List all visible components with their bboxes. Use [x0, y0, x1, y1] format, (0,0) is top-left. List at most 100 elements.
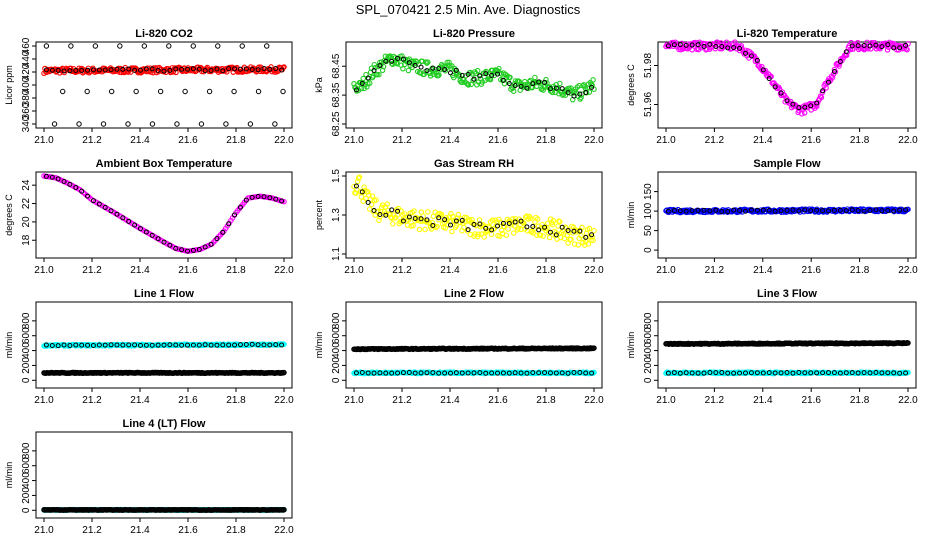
data-point: [891, 370, 897, 376]
data-point: [376, 217, 382, 224]
data-point: [820, 88, 826, 94]
data-point: [683, 208, 689, 214]
data-point: [114, 66, 120, 72]
data-point: [518, 83, 524, 89]
data-point: [585, 241, 592, 247]
data-point: [137, 67, 143, 73]
y-tick-label: 22: [21, 198, 32, 210]
data-point: [671, 370, 677, 376]
data-point: [677, 42, 683, 48]
data-point: [583, 234, 589, 240]
y-tick-label: 400: [331, 342, 342, 359]
data-point: [695, 42, 701, 48]
y-tick-label: 18: [21, 234, 32, 246]
x-tick-label: 21.0: [656, 265, 676, 276]
data-point: [438, 211, 445, 218]
data-point: [67, 181, 73, 187]
data-point: [510, 216, 516, 222]
data-point: [353, 370, 359, 376]
data-point: [568, 236, 574, 243]
data-point: [161, 342, 167, 348]
data-point: [571, 93, 577, 99]
data-point: [483, 225, 489, 231]
y-tick-label: 1.3: [331, 208, 342, 222]
data-point: [814, 100, 820, 106]
data-point: [831, 207, 837, 213]
x-tick-label: 22.0: [584, 265, 604, 276]
x-tick-label: 21.2: [82, 525, 102, 536]
data-point: [829, 74, 836, 81]
data-point: [542, 370, 548, 376]
data-point: [55, 67, 61, 73]
data-point: [477, 370, 483, 376]
data-point: [555, 223, 561, 229]
data-point: [369, 193, 376, 199]
data-point: [542, 79, 548, 85]
data-point: [461, 224, 467, 231]
data-point: [179, 342, 185, 348]
data-point: [725, 209, 731, 215]
data-point: [422, 226, 428, 233]
data-point: [214, 342, 220, 348]
data-point: [536, 79, 542, 85]
x-tick-label: 21.2: [392, 265, 412, 276]
y-tick-label: 400: [643, 342, 654, 359]
line-4-lt-flow-series-1: [41, 506, 287, 513]
data-point: [471, 222, 477, 228]
x-tick-label: 21.6: [178, 135, 198, 146]
data-point: [471, 76, 477, 82]
y-tick-label: 51.96: [643, 92, 654, 117]
data-point: [577, 369, 583, 375]
x-tick-label: 21.2: [82, 395, 102, 406]
data-point: [281, 198, 287, 205]
data-point: [784, 370, 790, 376]
x-tick-label: 21.0: [656, 135, 676, 146]
data-point: [442, 225, 449, 231]
ambient-box-temperature-chart: Ambient Box Temperature 21.0 21.2 21.4 21.6 2…: [4, 158, 294, 276]
y-tick-label: 800: [21, 312, 32, 329]
data-point: [149, 232, 155, 238]
data-point: [500, 370, 506, 376]
data-point: [395, 370, 401, 376]
data-point: [477, 73, 483, 79]
data-point: [477, 221, 483, 227]
y-tick-label: 24: [21, 179, 32, 191]
data-point: [49, 67, 55, 73]
data-point: [784, 207, 790, 213]
data-point: [393, 60, 400, 66]
data-point: [447, 370, 453, 376]
data-point: [677, 370, 683, 376]
data-point: [561, 235, 568, 242]
x-tick-label: 21.8: [850, 265, 870, 276]
data-point: [544, 225, 550, 231]
data-point: [536, 227, 542, 233]
data-point: [353, 183, 359, 189]
data-point: [155, 342, 161, 348]
data-point: [73, 342, 79, 348]
data-point: [60, 88, 66, 95]
x-tick-label: 21.0: [344, 395, 364, 406]
data-point: [427, 73, 434, 79]
data-point: [279, 67, 285, 73]
plot-frame: [657, 171, 917, 259]
data-point: [489, 370, 495, 376]
x-tick-label: 21.2: [82, 265, 102, 276]
data-point: [249, 341, 255, 347]
data-point: [862, 45, 868, 52]
data-point: [754, 57, 760, 63]
data-point: [449, 63, 455, 69]
data-point: [820, 370, 826, 376]
data-point: [707, 208, 713, 214]
data-point: [220, 68, 226, 74]
x-tick-label: 21.4: [440, 265, 460, 276]
data-point: [76, 121, 82, 127]
data-point: [583, 90, 589, 96]
data-point: [43, 67, 49, 73]
data-point: [389, 207, 395, 213]
data-point: [790, 370, 796, 376]
chart-title: Line 2 Flow: [444, 288, 504, 300]
data-point: [267, 195, 273, 201]
data-point: [365, 370, 371, 376]
data-point: [61, 342, 67, 348]
data-point: [465, 71, 471, 77]
